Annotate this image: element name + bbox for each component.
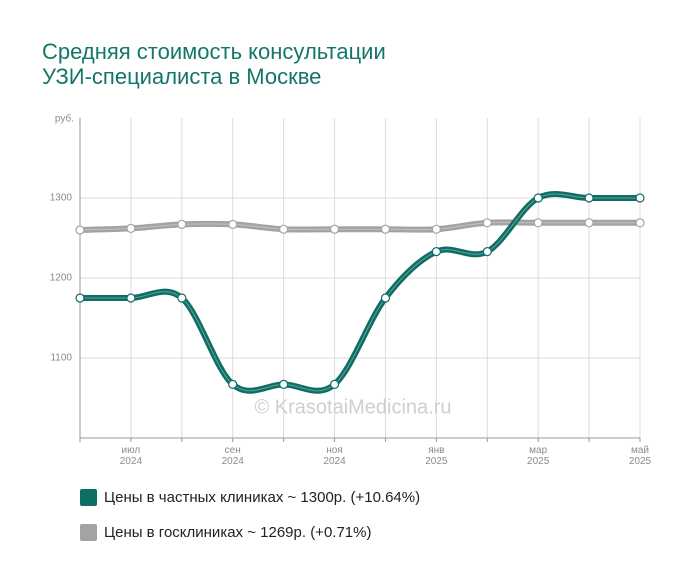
x-tick-label: мар 2025 bbox=[527, 445, 550, 467]
y-tick-label: 1200 bbox=[50, 273, 73, 284]
x-tick-label-line: май bbox=[631, 445, 649, 456]
x-tick-label-line: 2025 bbox=[425, 456, 448, 467]
data-point bbox=[177, 293, 187, 303]
data-point bbox=[75, 225, 85, 235]
data-point bbox=[533, 193, 543, 203]
data-point bbox=[228, 379, 238, 389]
data-point bbox=[584, 193, 594, 203]
legend-label: Цены в госклиниках ~ 1269р. (+0.71%) bbox=[104, 524, 371, 541]
legend-label: Цены в частных клиниках ~ 1300р. (+10.64… bbox=[104, 489, 420, 506]
legend-swatch bbox=[80, 489, 97, 506]
x-tick-label-line: 2024 bbox=[323, 456, 346, 467]
x-tick-label-line: 2025 bbox=[629, 456, 652, 467]
x-tick-label-line: июл bbox=[122, 445, 141, 456]
data-point bbox=[635, 218, 645, 228]
chart-title: УЗИ-специалиста в Москве bbox=[42, 64, 321, 89]
x-tick-label-line: 2024 bbox=[120, 456, 143, 467]
data-point bbox=[482, 247, 492, 257]
x-tick-label-line: мар bbox=[529, 445, 547, 456]
data-point bbox=[228, 219, 238, 229]
x-tick-label: май 2025 bbox=[629, 445, 652, 467]
data-point bbox=[329, 224, 340, 234]
x-tick-label-line: янв bbox=[428, 445, 444, 456]
watermark: © KrasotaiMedicina.ru bbox=[254, 396, 451, 418]
x-tick-label-line: 2025 bbox=[527, 456, 550, 467]
data-point bbox=[380, 293, 391, 303]
data-point bbox=[635, 193, 645, 203]
x-tick-label: июл 2024 bbox=[120, 445, 143, 467]
data-point bbox=[279, 379, 289, 389]
data-point bbox=[126, 223, 136, 233]
data-point bbox=[533, 218, 543, 228]
data-point bbox=[482, 218, 492, 228]
y-tick-label: 1300 bbox=[50, 193, 73, 204]
data-point bbox=[431, 224, 441, 234]
x-tick-label: сен 2024 bbox=[222, 445, 245, 467]
data-point bbox=[279, 224, 289, 234]
legend-swatch bbox=[80, 524, 97, 541]
data-point bbox=[380, 224, 391, 234]
data-point bbox=[329, 379, 340, 389]
chart-title: Средняя стоимость консультации bbox=[42, 39, 386, 64]
data-point bbox=[75, 293, 85, 303]
x-tick-label-line: 2024 bbox=[222, 456, 245, 467]
x-tick-label: янв 2025 bbox=[425, 445, 448, 467]
y-unit: руб. bbox=[55, 113, 74, 125]
data-point bbox=[431, 247, 441, 257]
x-tick-label: ноя 2024 bbox=[323, 445, 346, 467]
data-point bbox=[177, 219, 187, 229]
x-tick-label-line: сен bbox=[225, 445, 241, 456]
x-tick-label-line: ноя bbox=[326, 445, 343, 456]
y-tick-label: 1100 bbox=[50, 353, 72, 364]
data-point bbox=[126, 293, 136, 303]
data-point bbox=[584, 218, 594, 228]
